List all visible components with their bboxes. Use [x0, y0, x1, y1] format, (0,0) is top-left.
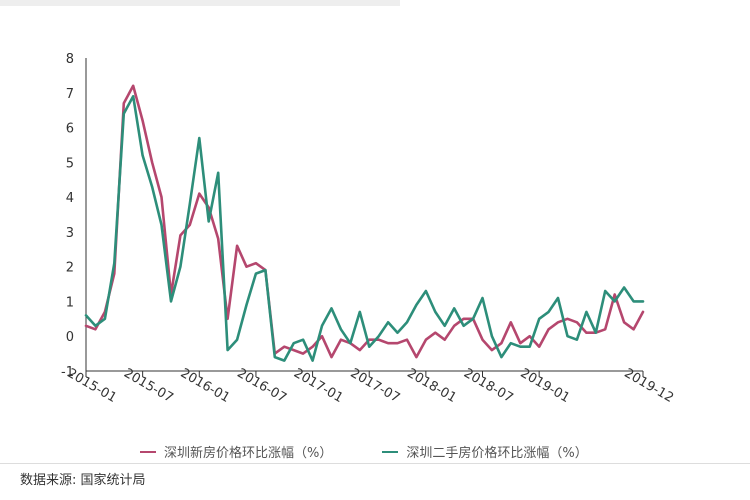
legend-item-second: 深圳二手房价格环比涨幅（%）: [382, 442, 588, 461]
top-cropped-strip: [0, 0, 400, 6]
y-tick-label: 1: [66, 295, 74, 310]
source-note: 数据来源: 国家统计局: [20, 473, 146, 488]
y-tick-label: 8: [66, 52, 74, 67]
legend: 深圳新房价格环比涨幅（%） 深圳二手房价格环比涨幅（%）: [140, 442, 588, 461]
x-tick-label: 2019-12: [621, 366, 676, 406]
y-tick-label: 3: [66, 226, 74, 241]
x-tick-label: 2017-07: [348, 366, 403, 406]
legend-label-new: 深圳新房价格环比涨幅（%）: [164, 446, 333, 461]
x-axis: 2015-01 2015-07 2016-01 2016-07 2017-01 2017-…: [64, 366, 676, 406]
y-tick-label: 4: [66, 191, 74, 206]
legend-item-new: 深圳新房价格环比涨幅（%）: [140, 442, 332, 461]
y-tick-label: 6: [66, 122, 74, 137]
y-tick-label: 2: [66, 261, 74, 276]
x-tick-label: 2018-01: [404, 366, 459, 406]
x-tick-label: 2017-01: [291, 366, 346, 406]
series-line-second-hand: [84, 95, 645, 362]
y-tick-label: -1: [61, 365, 74, 380]
x-tick-label: 2019-01: [518, 366, 573, 406]
divider: [0, 463, 750, 464]
series-line-new-home: [84, 84, 645, 359]
legend-swatch-new: [140, 450, 156, 453]
y-tick-label: 0: [66, 330, 74, 345]
legend-label-second: 深圳二手房价格环比涨幅（%）: [406, 446, 588, 461]
legend-swatch-second: [382, 450, 399, 453]
x-tick-label: 2015-01: [64, 366, 119, 406]
y-axis: -1 0 1 2 3 4 5 6 7 8: [61, 52, 87, 380]
x-tick-label: 2015-07: [121, 366, 176, 406]
y-tick-label: 5: [66, 156, 74, 171]
x-tick-label: 2018-07: [461, 366, 516, 406]
y-tick-label: 7: [66, 87, 74, 102]
series-lines: [84, 84, 645, 362]
x-tick-label: 2016-01: [178, 366, 233, 406]
x-tick-label: 2016-07: [234, 366, 289, 406]
